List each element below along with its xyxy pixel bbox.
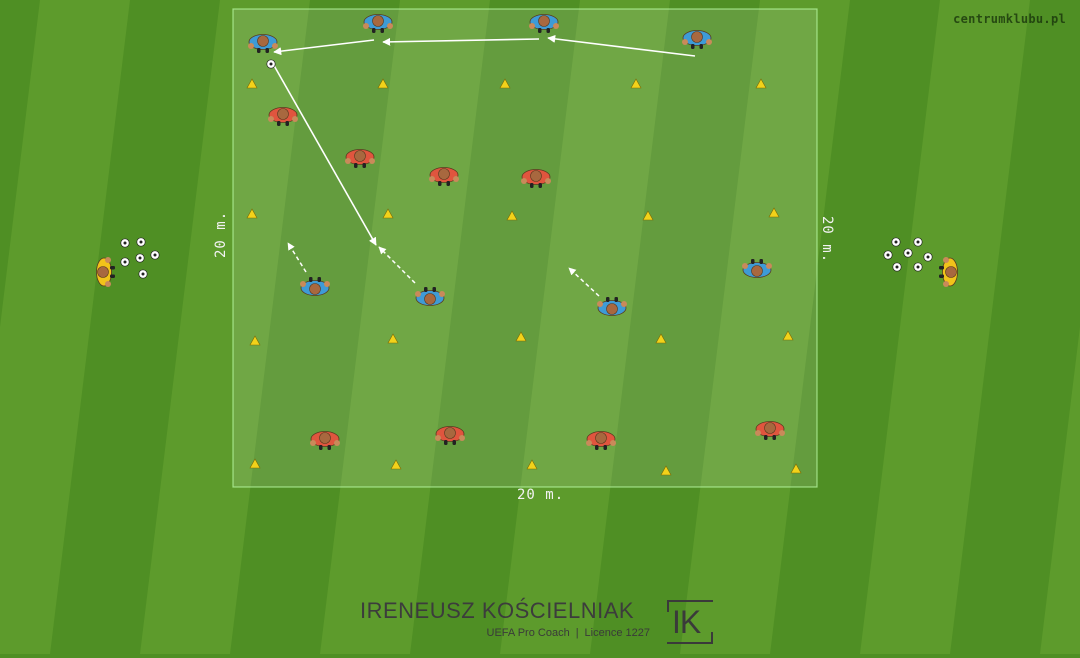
cone-icon xyxy=(642,210,654,221)
cone-icon xyxy=(526,459,538,470)
playing-area xyxy=(232,8,818,488)
coach-licence: Licence 1227 xyxy=(584,627,650,639)
red-player-icon xyxy=(586,431,616,450)
cone-icon xyxy=(377,78,389,89)
cone-icon xyxy=(249,458,261,469)
ball-icon xyxy=(120,238,130,248)
coach-name: IRENEUSZ KOŚCIELNIAK xyxy=(360,598,635,623)
red-player-icon xyxy=(429,167,459,186)
balls-layer xyxy=(120,59,933,279)
blue-player-icon xyxy=(363,14,393,33)
site-watermark: centrumklubu.pl xyxy=(953,12,1066,26)
dimension-label-bottom: 20 m. xyxy=(517,487,565,503)
ball-icon xyxy=(891,237,901,247)
pass-arrow xyxy=(382,37,540,46)
cone-icon xyxy=(630,78,642,89)
run-arrow xyxy=(378,246,416,284)
cone-icon xyxy=(506,210,518,221)
cone-icon xyxy=(768,207,780,218)
cone-icon xyxy=(782,330,794,341)
blue-player-icon xyxy=(682,30,712,49)
ball-icon xyxy=(903,248,913,258)
cone-icon xyxy=(390,459,402,470)
dimension-label-left: 20 m. xyxy=(213,210,229,258)
cones-layer xyxy=(246,78,802,476)
blue-player-icon xyxy=(248,34,278,53)
ball-icon xyxy=(913,262,923,272)
blue-player-icon xyxy=(415,287,445,306)
ball-icon xyxy=(266,59,276,69)
pass-arrow xyxy=(271,61,377,246)
dimension-label-right: 20 m. xyxy=(819,216,835,264)
cone-icon xyxy=(387,333,399,344)
red-player-icon xyxy=(268,107,298,126)
initials-logo: IK xyxy=(667,600,713,644)
arrows-layer xyxy=(271,34,696,297)
players-layer xyxy=(96,14,958,450)
ball-icon xyxy=(923,252,933,262)
blue-player-icon xyxy=(300,277,330,296)
red-player-icon xyxy=(521,169,551,188)
server-player-icon xyxy=(96,257,115,287)
cone-icon xyxy=(249,335,261,346)
cone-icon xyxy=(499,78,511,89)
cone-icon xyxy=(246,78,258,89)
blue-player-icon xyxy=(529,14,559,33)
pass-arrow xyxy=(547,34,696,57)
ball-icon xyxy=(136,237,146,247)
coach-role: UEFA Pro Coach xyxy=(486,627,570,639)
pass-arrow xyxy=(273,39,375,56)
cone-icon xyxy=(660,465,672,476)
coach-credentials: UEFA Pro Coach | Licence 1227 xyxy=(487,627,650,639)
coach-branding: IRENEUSZ KOŚCIELNIAK UEFA Pro Coach | Lice… xyxy=(360,598,730,648)
cone-icon xyxy=(755,78,767,89)
cone-icon xyxy=(790,463,802,474)
run-arrow xyxy=(287,242,307,273)
cone-icon xyxy=(515,331,527,342)
red-player-icon xyxy=(345,149,375,168)
ball-icon xyxy=(892,262,902,272)
server-player-icon xyxy=(939,257,958,287)
ball-icon xyxy=(913,237,923,247)
ball-icon xyxy=(150,250,160,260)
cone-icon xyxy=(382,208,394,219)
cone-icon xyxy=(655,333,667,344)
ball-icon xyxy=(135,253,145,263)
red-player-icon xyxy=(435,426,465,445)
red-player-icon xyxy=(310,431,340,450)
ball-icon xyxy=(883,250,893,260)
red-player-icon xyxy=(755,421,785,440)
ball-icon xyxy=(120,257,130,267)
blue-player-icon xyxy=(742,259,772,278)
blue-player-icon xyxy=(597,297,627,316)
ball-icon xyxy=(138,269,148,279)
credentials-separator: | xyxy=(575,627,579,639)
cone-icon xyxy=(246,208,258,219)
initials-text: IK xyxy=(672,604,701,640)
